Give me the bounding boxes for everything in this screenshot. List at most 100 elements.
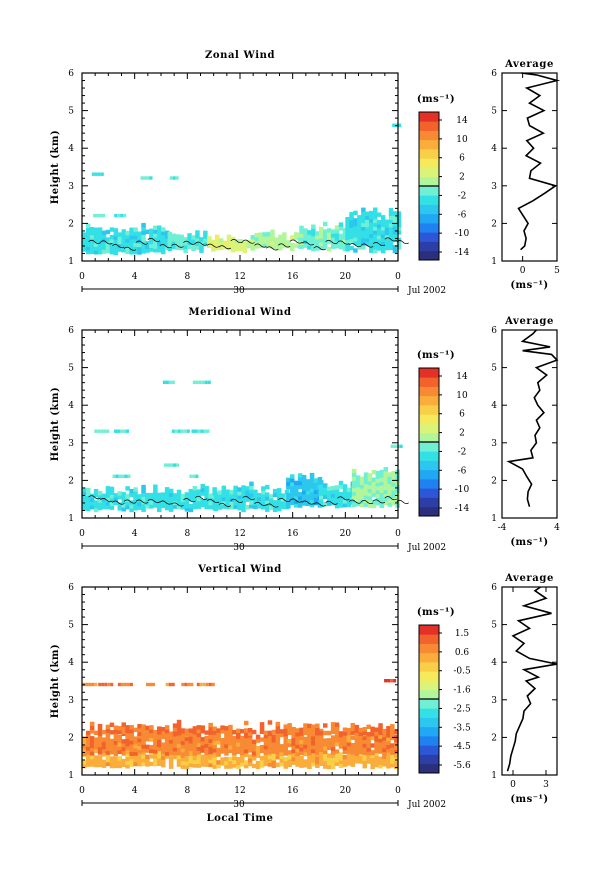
- heatmap-cell: [93, 504, 99, 509]
- heatmap-cell: [326, 730, 332, 736]
- heatmap-cell: [153, 503, 158, 508]
- heatmap-cell: [374, 733, 379, 738]
- profile-y-tick-label: 1: [491, 257, 497, 267]
- heatmap-cell: [168, 492, 174, 497]
- colorbar-swatch: [419, 442, 439, 452]
- heatmap-cell: [359, 480, 365, 485]
- heatmap-cell: [371, 470, 377, 475]
- heatmap-cell: [137, 741, 142, 747]
- heatmap-cell: [196, 725, 202, 730]
- heatmap-cell: [370, 757, 375, 762]
- heatmap-cell: [357, 237, 362, 243]
- heatmap-patch: [146, 682, 155, 687]
- heatmap-cell: [129, 762, 134, 767]
- profile-x-label: (ms⁻¹): [510, 280, 548, 291]
- heatmap-cell: [93, 730, 99, 735]
- heatmap-cell: [161, 759, 166, 764]
- heatmap-cell: [145, 492, 150, 498]
- heatmap-cell: [323, 760, 328, 766]
- heatmap-patch: [191, 429, 210, 433]
- heatmap-cell: [224, 751, 229, 756]
- heatmap-cell: [319, 230, 324, 235]
- heatmap-cell: [338, 495, 344, 501]
- heatmap-cell: [349, 219, 354, 224]
- heatmap-cell: [388, 223, 394, 228]
- heatmap-cell: [143, 176, 147, 180]
- heatmap-cell: [380, 215, 386, 220]
- heatmap-cell: [196, 746, 202, 751]
- heatmap-cell: [224, 756, 229, 762]
- heatmap-cell: [192, 759, 198, 764]
- heatmap-cell: [342, 758, 348, 763]
- heatmap-cell: [303, 751, 308, 757]
- heatmap-cell: [157, 233, 162, 238]
- heatmap-cell: [383, 497, 388, 502]
- heatmap-cell: [218, 245, 224, 251]
- heatmap-cell: [311, 758, 316, 763]
- heatmap-cell: [212, 748, 217, 753]
- heatmap-cell: [319, 740, 324, 745]
- heatmap-cell: [342, 243, 348, 248]
- heatmap-cell: [390, 763, 395, 768]
- heatmap-cell: [187, 682, 191, 687]
- heatmap-cell: [374, 755, 379, 760]
- heatmap-cell: [338, 763, 344, 768]
- heatmap-cell: [86, 234, 91, 240]
- heatmap-cell: [396, 241, 402, 246]
- heatmap-cell: [176, 731, 182, 736]
- heatmap-cell: [280, 504, 286, 510]
- colorbar-tick-label: -14: [455, 504, 470, 514]
- heatmap-cell: [370, 743, 375, 748]
- heatmap-cell: [334, 496, 340, 501]
- heatmap-cell: [361, 222, 366, 227]
- heatmap-cell: [113, 740, 119, 745]
- heatmap-cell: [218, 238, 224, 243]
- heatmap-cell: [244, 728, 249, 733]
- heatmap-cell: [145, 504, 150, 509]
- heatmap-cell: [342, 738, 348, 743]
- heatmap-cell: [213, 495, 219, 500]
- heatmap-cell: [350, 758, 356, 764]
- x-tick-label: 16: [287, 272, 299, 282]
- heatmap-cell: [208, 722, 213, 728]
- heatmap-cell: [125, 234, 130, 239]
- heatmap-cell: [291, 726, 296, 732]
- heatmap-patch: [117, 682, 133, 687]
- heatmap-cell: [271, 759, 277, 765]
- heatmap-cell: [133, 740, 138, 745]
- profile-y-tick-label: 2: [491, 219, 497, 229]
- heatmap-cell: [125, 245, 130, 251]
- x-axis: 0 4 8 12 16 20 0: [79, 587, 401, 796]
- heatmap-cell: [228, 741, 233, 746]
- heatmap-cell: [93, 759, 99, 764]
- heatmap-cell: [249, 485, 254, 490]
- heatmap-cell: [392, 226, 398, 231]
- heatmap-cell: [129, 744, 134, 749]
- heatmap-cell: [247, 748, 253, 753]
- heatmap-cell: [367, 477, 373, 482]
- heatmap-cell: [101, 741, 107, 746]
- heatmap-cell: [97, 238, 103, 244]
- heatmap-cell: [259, 763, 265, 768]
- heatmap-cell: [216, 736, 221, 741]
- heatmap-cell: [164, 729, 170, 734]
- heatmap-cell: [255, 738, 261, 743]
- heatmap-cell: [226, 234, 232, 239]
- heatmap-cell: [133, 238, 138, 244]
- heatmap-cell: [236, 728, 241, 733]
- heatmap-cell: [113, 235, 119, 241]
- heatmap-patch: [98, 682, 114, 687]
- heatmap-cell: [233, 485, 238, 491]
- heatmap-cell: [297, 503, 303, 508]
- heatmap-cell: [346, 745, 352, 751]
- heatmap-cell: [240, 762, 245, 767]
- heatmap-cell: [161, 763, 166, 768]
- heatmap-cell: [133, 242, 138, 247]
- colorbar-swatch: [419, 213, 439, 224]
- heatmap-cell: [114, 213, 118, 218]
- heatmap-cell: [319, 751, 324, 756]
- heatmap-cell: [299, 739, 304, 744]
- heatmap-cell: [141, 234, 146, 239]
- heatmap-cell: [283, 724, 288, 729]
